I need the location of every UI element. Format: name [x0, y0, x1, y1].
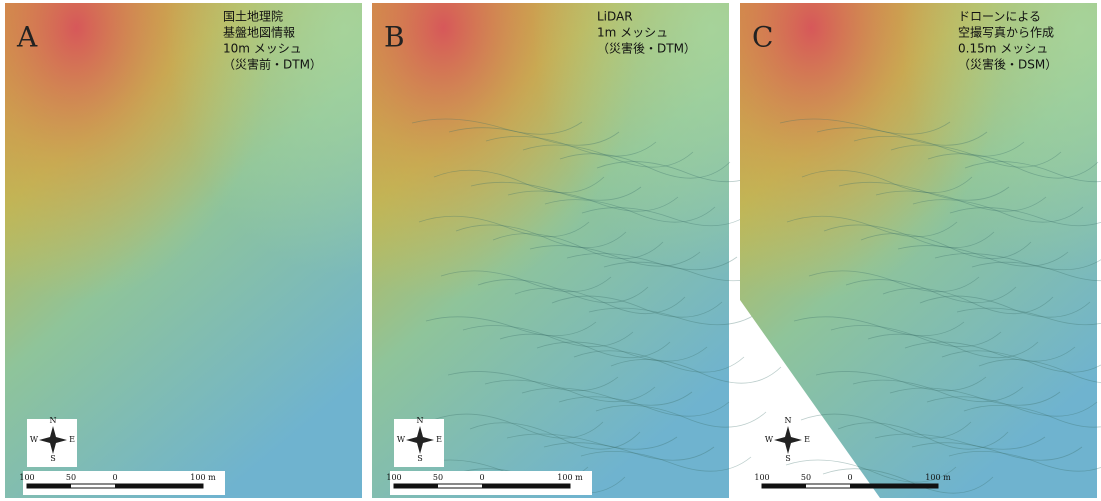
- scale-label: 100: [754, 473, 769, 482]
- compass-label: W: [30, 435, 39, 444]
- panel-caption: （災害後・DSM）: [958, 57, 1057, 72]
- panel-letter: C: [752, 21, 773, 54]
- scale-label: 100 m: [557, 473, 583, 482]
- compass-label: E: [804, 435, 810, 444]
- compass-label: N: [417, 416, 424, 425]
- panel-caption: 国土地理院: [223, 10, 283, 24]
- scale-label: 100 m: [190, 473, 216, 482]
- page: {"panels": [ {"letter": "A", "lines": ["…: [0, 0, 1101, 501]
- map-panel: B LiDAR 1m メッシュ（災害後・DTM） N E S W 100 50 0 100 m: [372, 3, 781, 498]
- panel-caption: 1m メッシュ: [597, 26, 668, 40]
- scale-label: 50: [433, 473, 443, 482]
- scale-label: 100: [386, 473, 401, 482]
- compass-label: W: [765, 435, 774, 444]
- scale-seg: [482, 484, 570, 488]
- compass-label: E: [69, 435, 75, 444]
- scale-label: 0: [847, 473, 852, 482]
- compass-label: S: [50, 454, 55, 463]
- panel-caption: 空撮写真から作成: [958, 26, 1054, 40]
- panel-letter: A: [16, 21, 38, 54]
- compass-label: E: [436, 435, 442, 444]
- figure: A 国土地理院基盤地図情報 10m メッシュ（災害前・DTM） N E S W 100 50 0 1…: [0, 0, 1101, 501]
- scale-label: 0: [479, 473, 484, 482]
- panel-caption: 10m メッシュ: [223, 42, 302, 56]
- scale-label: 50: [801, 473, 811, 482]
- panel-caption: 0.15m メッシュ: [958, 42, 1048, 56]
- scale-label: 100 m: [925, 473, 951, 482]
- compass-label: S: [417, 454, 422, 463]
- scale-seg: [115, 484, 203, 488]
- compass-label: W: [397, 435, 406, 444]
- scale-seg: [762, 484, 806, 488]
- scale-label: 50: [66, 473, 76, 482]
- compass-label: S: [785, 454, 790, 463]
- scale-label: 0: [112, 473, 117, 482]
- scale-label: 100: [19, 473, 34, 482]
- scale-seg: [394, 484, 438, 488]
- panel-caption: LiDAR: [597, 10, 633, 24]
- compass-label: N: [50, 416, 57, 425]
- terrain: [740, 3, 1097, 498]
- compass-rose: [774, 426, 802, 454]
- panel-letter: B: [384, 21, 405, 54]
- panel-caption: （災害後・DTM）: [597, 41, 696, 56]
- panel-caption: ドローンによる: [958, 10, 1041, 24]
- panel-caption: （災害前・DTM）: [223, 57, 322, 72]
- scale-seg: [27, 484, 71, 488]
- panel-caption: 基盤地図情報: [223, 26, 295, 40]
- compass-label: N: [785, 416, 792, 425]
- scale-seg: [850, 484, 938, 488]
